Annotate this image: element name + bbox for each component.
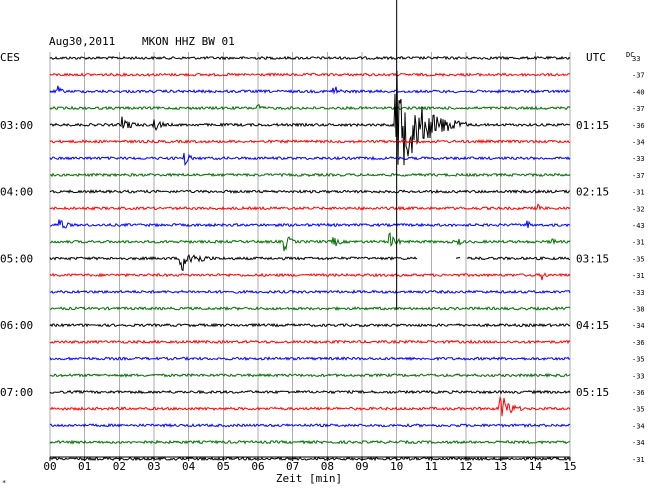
dc-offset-18: -35 [632,356,645,364]
x-tick-label-07: 07 [286,460,299,473]
trace-11 [49,232,571,252]
trace-12-seg-2 [466,256,571,261]
trace-5 [49,139,571,144]
dc-offset-14: -33 [632,289,645,297]
left-timezone-label: CES [0,51,20,64]
dc-offset-12: -35 [632,255,645,263]
trace-0 [49,55,571,61]
dc-offset-2: -40 [632,88,645,96]
trace-7 [49,172,571,178]
trace-4 [49,70,571,166]
right-time-label: 04:15 [576,319,609,332]
trace-18 [49,355,571,362]
grid-lines [49,52,571,461]
dc-offset-16: -34 [632,322,645,330]
x-tick-label-04: 04 [182,460,196,473]
dc-offset-17: -36 [632,339,645,347]
x-tick-label-10: 10 [390,460,403,473]
x-tick-label-02: 02 [113,460,126,473]
x-tick-label-13: 13 [494,460,507,473]
trace-6 [49,152,571,167]
dc-offset-9: -32 [632,205,645,213]
dc-offset-4: -36 [632,122,645,130]
dc-offset-1: -37 [632,72,645,80]
dc-offset-8: -31 [632,189,645,197]
trace-19 [49,372,571,378]
right-time-label: 01:15 [576,119,609,132]
trace-22 [49,423,571,428]
trace-12-seg-1 [455,256,461,259]
dc-offset-5: -34 [632,139,645,147]
right-time-label: 03:15 [576,252,609,265]
dc-offset-13: -31 [632,272,645,280]
x-tick-label-00: 00 [43,460,56,473]
dc-offset-20: -36 [632,389,645,397]
left-time-label: 04:00 [0,186,33,199]
x-tick-label-09: 09 [355,460,368,473]
x-tick-label-14: 14 [529,460,543,473]
trace-21 [49,395,571,417]
trace-9 [49,203,571,211]
dc-offset-11: -31 [632,239,645,247]
left-time-label: 03:00 [0,119,33,132]
dc-offset-24: -31 [632,456,645,464]
x-tick-label-15: 15 [563,460,576,473]
x-tick-label-06: 06 [251,460,264,473]
right-timezone-label: UTC [586,51,606,64]
dc-offset-22: -34 [632,422,645,430]
trace-1 [49,72,571,78]
dc-offset-23: -34 [632,439,645,447]
left-time-label: 07:00 [0,386,33,399]
dc-offset-0: 33 [632,55,640,63]
trace-12 [49,254,418,272]
x-tick-label-01: 01 [78,460,91,473]
dc-offset-6: -33 [632,155,645,163]
axis-labels: 00 01 02 03 04 05 06 07 08 09 10 11 12 13 14 15 33 -37 -40… [0,55,645,473]
trace-3 [49,104,571,111]
footnote-marker: * [2,479,6,487]
left-time-label: 05:00 [0,252,33,265]
trace-14 [49,289,571,295]
trace-24 [50,456,571,462]
chart-date: Aug30,2011 [49,35,115,48]
trace-16 [49,322,571,328]
x-tick-label-03: 03 [147,460,160,473]
x-tick-label-05: 05 [217,460,230,473]
trace-10 [50,219,570,229]
x-axis-title: Zeit [min] [276,472,342,485]
dc-offset-3: -37 [632,105,645,113]
x-tick-label-08: 08 [321,460,334,473]
dc-offset-21: -35 [632,406,645,414]
dc-label: DC [626,51,634,59]
right-time-label: 02:15 [576,186,609,199]
dc-offset-7: -37 [632,172,645,180]
chart-station: MKON HHZ BW 01 [142,35,235,48]
x-tick-label-12: 12 [459,460,472,473]
left-time-label: 06:00 [0,319,33,332]
trace-8 [49,189,571,195]
trace-23 [49,439,571,445]
dc-offset-10: -43 [632,222,645,230]
seismic-traces [49,0,571,462]
right-time-label: 05:15 [576,386,609,399]
trace-2 [49,85,571,95]
trace-20 [49,389,571,395]
dc-offset-15: -38 [632,306,645,314]
trace-15 [50,305,571,312]
x-tick-label-11: 11 [425,460,438,473]
trace-17 [49,339,571,345]
dc-offset-19: -33 [632,372,645,380]
trace-13 [49,272,571,281]
